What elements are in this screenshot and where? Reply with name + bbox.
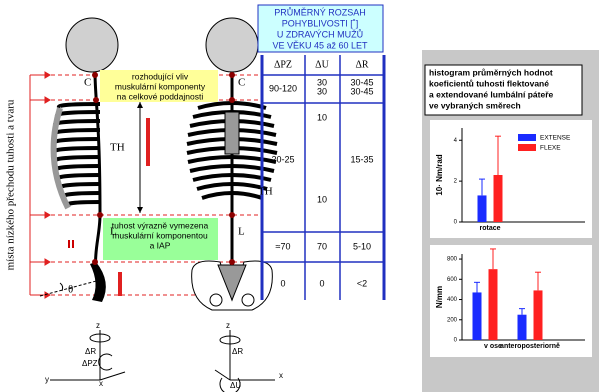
y-tick-label: 2 <box>454 179 458 185</box>
histogram-title-box <box>424 64 583 116</box>
table-cell: 0 <box>280 278 285 288</box>
note-text: rozhodující vliv <box>132 71 189 81</box>
y-tick-label: 800 <box>447 257 458 263</box>
table-cell: 90-120 <box>269 83 297 93</box>
histogram-title: ve vybraných směrech <box>429 100 521 110</box>
bar <box>488 269 498 340</box>
axis-label: z <box>96 321 100 330</box>
side-view-spine <box>39 17 150 302</box>
histogram-title: a extendované lumbální páteře <box>429 89 554 99</box>
table-cell: 20-25 <box>271 154 294 164</box>
note-text: muskulární komponenty <box>115 81 206 91</box>
bar <box>533 290 543 340</box>
y-tick-label: 0 <box>454 338 458 344</box>
legend-label: FLEXE <box>540 145 561 152</box>
side-label: místa nízkého přechodu tuhosti a tvaru <box>5 99 17 270</box>
table-header: ΔR <box>355 59 368 70</box>
axis-icons <box>50 330 275 392</box>
table-title: VE VĚKU 45 až 60 LET <box>272 40 368 50</box>
table-cell: 5-10 <box>353 241 371 251</box>
table-cell: 10 <box>317 112 327 122</box>
table-cell: 15-35 <box>350 154 373 164</box>
bar <box>517 314 527 340</box>
table-cell: ≈70 <box>276 241 291 251</box>
legend-swatch <box>518 134 536 141</box>
chart-panel <box>430 245 592 357</box>
table-header: ΔU <box>315 59 329 70</box>
note-text: na celkové poddajnosti <box>117 91 204 101</box>
arrows <box>29 71 51 299</box>
axis-label: y <box>45 375 49 384</box>
note-box <box>100 70 218 102</box>
table-cell: 30 <box>317 77 327 87</box>
axis-label: x <box>279 371 283 380</box>
figure-label: L <box>110 226 117 238</box>
note-text: a IAP <box>150 240 171 250</box>
table-title: PRŮMĚRNÝ ROZSAH <box>274 6 366 17</box>
figure-label: S <box>206 264 212 276</box>
axis-label: ΔU <box>230 381 241 390</box>
table-cell: <2 <box>357 278 367 288</box>
table-cell: 70 <box>317 241 327 251</box>
figure-label: C <box>238 77 245 89</box>
y-tick-label: 400 <box>447 297 458 303</box>
figure-label: TH <box>110 142 125 154</box>
axis-label: ΔR <box>85 347 96 356</box>
note-text: tuhost výrazně vymezena <box>112 220 209 230</box>
y-tick-label: 200 <box>447 317 458 323</box>
table-title-box <box>257 4 384 53</box>
y-tick-label: 0 <box>454 220 458 226</box>
bar <box>493 175 503 222</box>
table-cell: 30-45 <box>350 86 373 96</box>
note-text: muskulární komponentou <box>112 230 208 240</box>
table-cell: 30 <box>317 86 327 96</box>
axis-label: ΔPZ <box>82 359 98 368</box>
y-axis-label: 10· Nm/rad <box>435 154 444 195</box>
histogram-title: koeficientů tuhosti flektované <box>429 78 549 88</box>
table-title: POHYBLIVOSTI [˚] <box>282 18 359 28</box>
x-tick-label: v ose <box>484 343 502 350</box>
legend-swatch <box>518 144 536 151</box>
figure-label: L <box>238 226 245 238</box>
table-title: U ZDRAVÝCH MUŽŮ <box>277 28 363 39</box>
table-grid <box>260 55 386 300</box>
figure-label: θ <box>68 284 73 296</box>
axis-label: x <box>99 379 103 388</box>
y-tick-label: 4 <box>454 138 458 144</box>
bar <box>472 292 482 340</box>
table-cell: 10 <box>317 194 327 204</box>
legend-label: EXTENSE <box>540 135 571 142</box>
axis-label: ΔR <box>232 347 243 356</box>
axis-label: z <box>226 321 230 330</box>
front-view-spine <box>186 17 278 311</box>
table-cell: 30-45 <box>350 77 373 87</box>
figure-label: C <box>84 77 91 89</box>
note-box <box>103 218 218 260</box>
histogram-title: histogram průměrných hodnot <box>429 67 553 77</box>
x-tick-label: anteroposteriorně <box>500 343 560 350</box>
y-tick-label: 600 <box>447 277 458 283</box>
table-cell: 0 <box>319 278 324 288</box>
bar <box>477 195 487 222</box>
chart-panel <box>430 120 592 238</box>
x-tick-label: rotace <box>479 225 500 232</box>
table-header: ΔPZ <box>274 59 292 70</box>
y-axis-label: N/mm <box>435 286 444 308</box>
figure-label: TH <box>258 186 273 198</box>
